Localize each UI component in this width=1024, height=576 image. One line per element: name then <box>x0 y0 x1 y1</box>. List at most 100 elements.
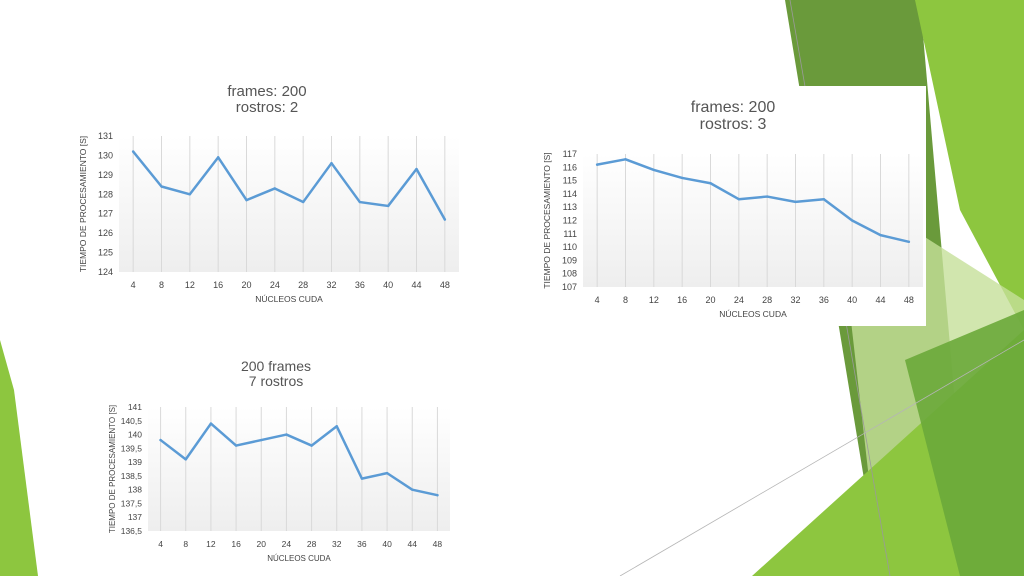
x-tick-label: 20 <box>257 539 267 549</box>
y-axis-title: TIEMPO DE PROCESAMIENTO [S] <box>78 136 88 272</box>
green-sliver-left <box>0 340 38 576</box>
y-tick-label: 107 <box>562 282 577 292</box>
y-tick-label: 130 <box>98 150 113 160</box>
x-axis-title: NÚCLEOS CUDA <box>267 554 331 563</box>
x-tick-label: 36 <box>819 295 829 305</box>
data-point <box>652 168 656 172</box>
y-tick-label: 116 <box>563 162 577 172</box>
chart-title-line-2: rostros: 2 <box>235 98 299 116</box>
chart-title-line-2: 7 rostros <box>248 372 304 389</box>
series-line <box>595 158 911 244</box>
x-tick-label: 48 <box>433 539 443 549</box>
y-tick-label: 131 <box>98 131 113 141</box>
x-tick-label: 8 <box>159 280 164 290</box>
y-tick-label: 128 <box>98 189 113 199</box>
x-tick-label: 8 <box>183 539 188 549</box>
x-tick-label: 40 <box>383 280 393 290</box>
data-point <box>385 471 389 475</box>
chart-title-line-1: 200 frames <box>240 358 312 374</box>
y-tick-label: 124 <box>98 267 113 277</box>
x-tick-label: 28 <box>307 539 317 549</box>
x-tick-label: 28 <box>762 295 772 305</box>
x-tick-label: 36 <box>355 280 365 290</box>
y-tick-label: 117 <box>563 149 577 159</box>
y-tick-label: 111 <box>563 229 577 239</box>
y-tick-label: 125 <box>98 248 113 258</box>
x-tick-label: 44 <box>408 539 418 549</box>
chart-title: frames: 200 rostros: 2 <box>202 84 332 116</box>
plot-area <box>119 136 459 272</box>
x-tick-label: 12 <box>649 295 659 305</box>
data-point <box>310 444 313 447</box>
data-point <box>680 176 684 180</box>
data-point <box>131 150 135 153</box>
x-tick-label: 24 <box>734 295 744 305</box>
y-tick-label: 129 <box>98 170 113 180</box>
data-point <box>443 218 447 221</box>
x-tick-label: 12 <box>185 280 195 290</box>
y-tick-label: 108 <box>562 269 577 279</box>
data-point <box>234 444 238 447</box>
x-tick-label: 40 <box>847 295 857 305</box>
x-tick-label: 20 <box>705 295 715 305</box>
chart-title-line-2: rostros: 3 <box>699 115 767 133</box>
data-point <box>386 204 390 208</box>
y-tick-label: 113 <box>563 202 577 212</box>
chart-title: 200 frames 7 rostros <box>216 359 336 388</box>
y-tick-label: 139,5 <box>121 443 143 453</box>
data-point <box>595 163 599 166</box>
green-triangle-mid <box>905 310 1024 576</box>
data-point <box>159 438 162 442</box>
data-point <box>358 200 362 204</box>
y-tick-label: 140 <box>128 430 142 440</box>
data-point <box>907 240 911 243</box>
green-stripe-top-right <box>915 0 1024 330</box>
y-tick-label: 138 <box>128 485 142 495</box>
x-tick-label: 48 <box>904 295 914 305</box>
x-tick-label: 8 <box>623 295 628 305</box>
x-tick-label: 4 <box>158 539 163 549</box>
y-tick-label: 127 <box>98 209 113 219</box>
data-point <box>360 477 364 480</box>
x-tick-label: 4 <box>131 280 136 290</box>
x-tick-label: 12 <box>206 539 216 549</box>
x-tick-label: 48 <box>440 280 450 290</box>
x-tick-label: 4 <box>595 295 600 305</box>
chart-rostros-2: frames: 200 rostros: 2 4 8 12 16 20 24 28 32 36 4… <box>72 80 467 310</box>
x-tick-label: 16 <box>231 539 241 549</box>
chart-rostros-7: 200 frames 7 rostros 4 8 12 16 20 24 28 32 36 40 4… <box>96 355 460 567</box>
x-tick-label: 24 <box>282 539 292 549</box>
y-tick-label: 110 <box>563 242 577 252</box>
data-point <box>330 162 333 165</box>
data-point <box>260 438 263 442</box>
y-tick-label: 137 <box>128 512 142 522</box>
y-tick-label: 112 <box>563 216 577 226</box>
y-axis-title: TIEMPO DE PROCESAMIENTO [S] <box>108 405 117 533</box>
y-axis-title: TIEMPO DE PROCESAMIENTO [S] <box>542 152 552 288</box>
data-point <box>245 198 248 202</box>
chart-title-line-1: frames: 200 <box>690 99 776 116</box>
x-tick-label: 36 <box>357 539 367 549</box>
data-point <box>285 433 288 436</box>
y-tick-label: 126 <box>98 228 113 238</box>
y-tick-label: 141 <box>128 402 142 412</box>
data-point <box>436 493 439 497</box>
x-tick-label: 24 <box>270 280 280 290</box>
data-point <box>184 458 187 461</box>
x-tick-label: 20 <box>241 280 251 290</box>
chart-title: frames: 200 rostros: 3 <box>668 99 798 134</box>
y-tick-label: 139 <box>128 457 142 467</box>
series-line <box>159 422 439 497</box>
data-point <box>188 193 192 196</box>
data-point <box>216 156 220 159</box>
x-axis-title: NÚCLEOS CUDA <box>719 309 787 319</box>
y-tick-label: 136,5 <box>121 526 143 536</box>
x-tick-label: 28 <box>298 280 308 290</box>
data-point <box>273 187 277 190</box>
x-tick-label: 16 <box>677 295 687 305</box>
x-tick-label: 44 <box>875 295 885 305</box>
data-point <box>850 219 854 222</box>
x-tick-label: 44 <box>411 280 421 290</box>
y-tick-label: 137,5 <box>121 498 143 508</box>
data-point <box>709 182 712 185</box>
